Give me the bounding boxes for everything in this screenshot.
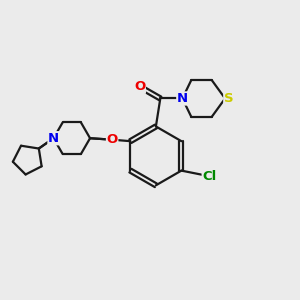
- Text: N: N: [177, 92, 188, 105]
- Text: S: S: [224, 92, 233, 105]
- Text: O: O: [106, 133, 118, 146]
- Text: Cl: Cl: [202, 170, 217, 183]
- Text: N: N: [48, 132, 59, 145]
- Text: O: O: [134, 80, 145, 93]
